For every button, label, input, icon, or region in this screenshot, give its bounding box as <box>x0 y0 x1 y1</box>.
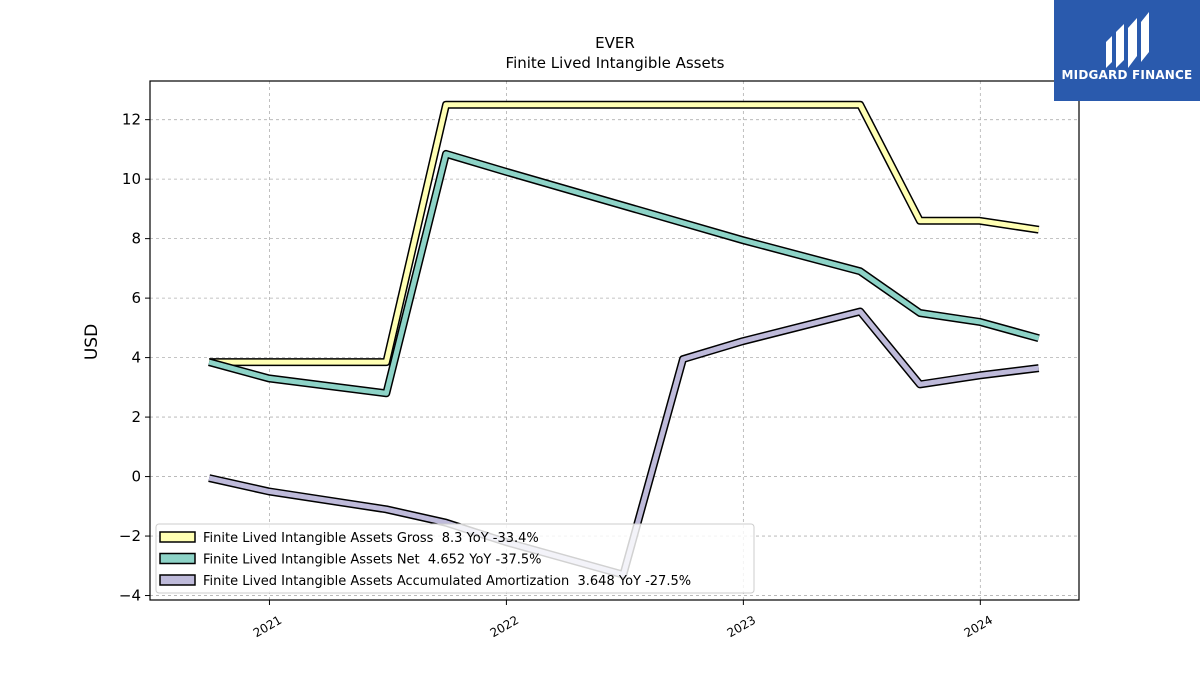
legend-box <box>155 523 755 594</box>
chart-subtitle: Finite Lived Intangible Assets <box>506 54 725 72</box>
brand-logo: MIDGARD FINANCE <box>1054 0 1200 101</box>
x-tick-label: 2021 <box>251 613 284 640</box>
x-tick-label: 2024 <box>962 613 995 640</box>
y-tick-label: 12 <box>122 111 141 129</box>
series-line-3 <box>208 309 1040 578</box>
legend-label-2: Finite Lived Intangible Assets Net 4.652… <box>203 553 542 568</box>
series-layer <box>208 100 1040 579</box>
y-tick-label: 0 <box>131 468 141 486</box>
series-line-2 <box>208 151 1040 396</box>
y-tick-label: 6 <box>131 289 141 307</box>
legend-swatch-2 <box>159 552 196 565</box>
y-tick-label: 4 <box>131 349 141 367</box>
x-tick-label: 2022 <box>488 613 521 640</box>
legend: Finite Lived Intangible Assets Gross 8.3… <box>155 523 755 594</box>
y-axis-label: USD <box>82 324 102 360</box>
y-tick-label: −2 <box>119 527 141 545</box>
y-tick-label: 10 <box>122 170 141 188</box>
logo-text: MIDGARD FINANCE <box>1061 68 1193 82</box>
y-tick-label: 2 <box>131 408 141 426</box>
y-axis: −4 −2 0 2 4 6 8 10 12 <box>119 111 150 605</box>
x-tick-label: 2023 <box>725 613 758 640</box>
chart-title: EVER <box>595 34 635 52</box>
legend-label-1: Finite Lived Intangible Assets Gross 8.3… <box>203 531 539 546</box>
y-tick-label: −4 <box>119 587 141 605</box>
series-line-1 <box>209 102 1040 365</box>
legend-swatch-1 <box>159 531 196 543</box>
legend-label-3: Finite Lived Intangible Assets Accumulat… <box>203 574 691 589</box>
x-axis: 2021 2022 2023 2024 <box>251 600 995 640</box>
y-tick-label: 8 <box>131 230 141 248</box>
plot-frame <box>149 80 1080 601</box>
logo-mark-icon <box>1106 12 1149 68</box>
grid <box>150 81 1079 600</box>
legend-swatch-3 <box>159 574 196 586</box>
series-line-outline-1 <box>209 100 1040 367</box>
